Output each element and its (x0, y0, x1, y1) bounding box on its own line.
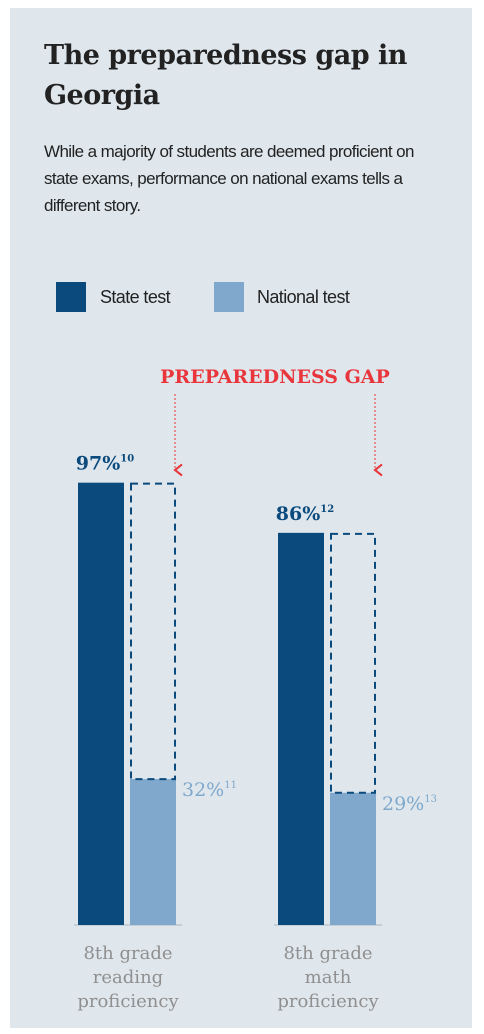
value-label: 32%11 (182, 779, 237, 801)
value-label-text: 29% (382, 793, 424, 815)
x-tick-label: math (305, 967, 352, 988)
gap-outline (330, 532, 376, 794)
legend-label: National test (257, 287, 350, 307)
value-label: 86%12 (276, 503, 334, 525)
x-tick-label: 8th grade (83, 943, 172, 964)
value-label-text: 86% (276, 503, 321, 525)
legend-swatch (214, 282, 244, 312)
bar (130, 779, 176, 925)
footnote: 13 (424, 793, 437, 804)
legend-label: State test (100, 287, 171, 307)
chart-subtitle: While a majority of students are deemed … (44, 142, 414, 215)
x-tick-label: proficiency (277, 991, 379, 1012)
footnote: 12 (320, 503, 334, 514)
legend-swatch (56, 282, 86, 312)
chart-title: The preparedness gap in Georgia (44, 40, 407, 111)
value-label-text: 32% (182, 779, 224, 801)
x-tick-label: reading (93, 967, 163, 988)
bar (330, 792, 376, 925)
annotation: PREPAREDNESS GAP (160, 366, 390, 388)
value-label: 29%13 (382, 793, 437, 815)
value-label-text: 97% (76, 453, 121, 475)
bar (278, 532, 324, 925)
value-label: 97%10 (76, 453, 134, 475)
gap-outline (130, 482, 176, 781)
footnote: 11 (224, 780, 237, 791)
footnote: 10 (120, 453, 134, 464)
bar (78, 482, 124, 925)
x-tick-label: proficiency (77, 991, 179, 1012)
x-tick-label: 8th grade (283, 943, 372, 964)
